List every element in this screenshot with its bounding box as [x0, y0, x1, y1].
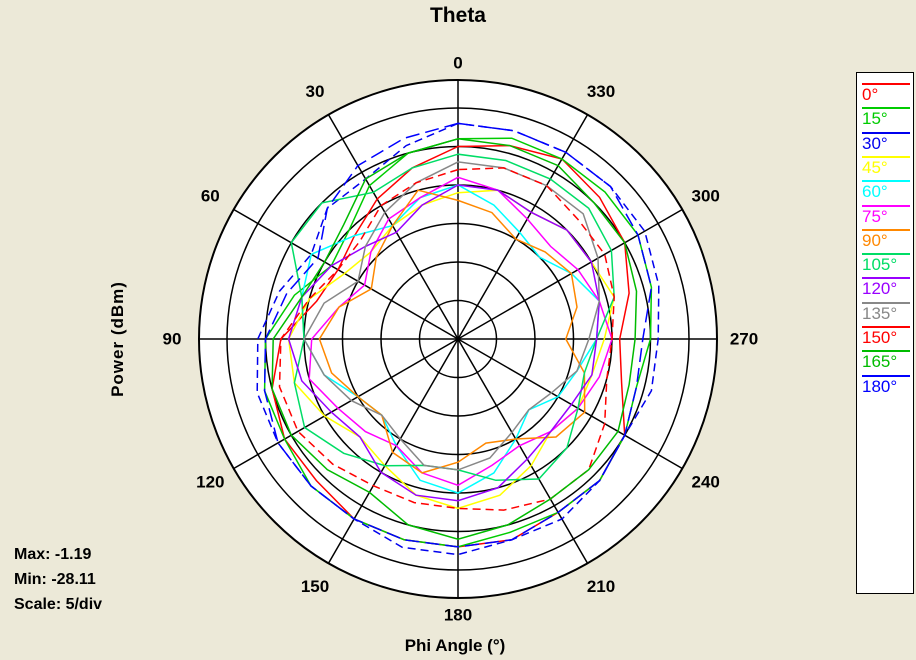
series-trace — [287, 184, 601, 502]
legend-item: 15° — [862, 107, 910, 128]
chart-title: Theta — [429, 4, 486, 27]
grid-spoke — [457, 338, 589, 564]
legend-item: 105° — [862, 253, 910, 274]
legend-item: 180° — [862, 374, 910, 396]
legend: 0° 15° 30° 45° 60° 75° 90° 105° 120° 135° 150° 165°… — [856, 72, 914, 594]
legend-item: 120° — [862, 277, 910, 298]
angle-tick-label: 240 — [691, 473, 719, 492]
angle-tick-label: 270 — [730, 330, 758, 349]
legend-item: 75° — [862, 204, 910, 226]
x-axis-label: Phi Angle (°) — [404, 636, 506, 655]
legend-item: 45° — [862, 155, 910, 177]
y-axis-label: Power (dBm) — [108, 281, 127, 397]
series-trace — [271, 138, 638, 540]
angle-tick-label: 0 — [453, 54, 462, 73]
legend-item: 165° — [862, 350, 910, 371]
grid-spoke — [327, 338, 459, 564]
series-trace — [318, 189, 586, 474]
series-trace — [308, 176, 613, 487]
grid-spoke — [327, 114, 459, 340]
scale-stat: Scale: 5/div — [14, 596, 103, 613]
legend-item: 30° — [862, 131, 910, 153]
angle-tick-label: 60 — [201, 187, 220, 206]
angle-tick-label: 210 — [587, 577, 615, 596]
stats-panel: Max: -1.19 Min: -28.11 Scale: 5/div — [14, 542, 102, 617]
min-stat: Min: -28.11 — [14, 571, 96, 588]
grid-spoke — [457, 208, 683, 340]
angle-tick-label: 180 — [444, 606, 472, 625]
legend-item: 90° — [862, 228, 910, 250]
angle-tick-label: 30 — [306, 82, 325, 101]
legend-item: 0° — [862, 83, 910, 104]
series-trace — [278, 167, 615, 511]
grid-spoke — [233, 208, 459, 340]
angle-tick-label: 120 — [196, 473, 224, 492]
grid-spoke — [233, 338, 459, 470]
angle-tick-label: 330 — [587, 82, 615, 101]
series-trace — [263, 122, 653, 548]
max-stat: Max: -1.19 — [14, 546, 92, 563]
angle-tick-label: 300 — [691, 187, 719, 206]
legend-item: 60° — [862, 180, 910, 201]
angle-tick-label: 90 — [163, 330, 182, 349]
legend-item: 150° — [862, 326, 910, 347]
legend-item: 135° — [862, 301, 910, 323]
angle-tick-label: 150 — [301, 577, 329, 596]
series-trace — [303, 161, 601, 471]
grid-spoke — [457, 338, 683, 470]
